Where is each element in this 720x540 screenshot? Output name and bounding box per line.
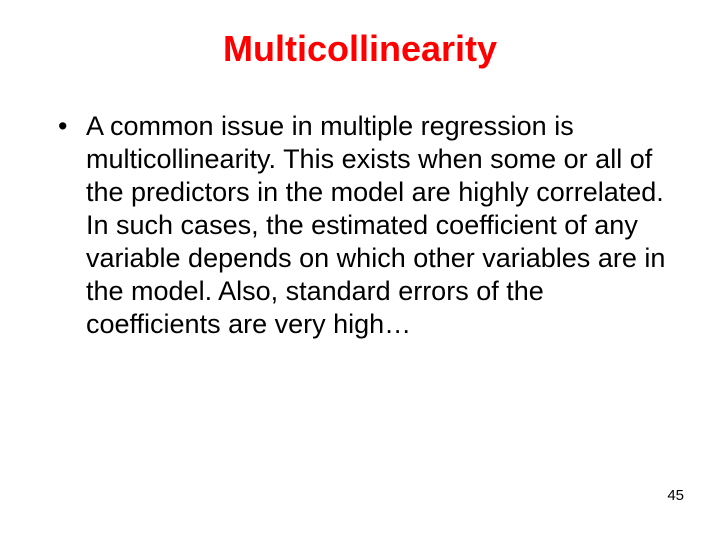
slide-container: Multicollinearity • A common issue in mu… xyxy=(0,0,720,540)
bullet-item: • A common issue in multiple regression … xyxy=(58,110,666,341)
bullet-text: A common issue in multiple regression is… xyxy=(86,111,665,339)
slide-title: Multicollinearity xyxy=(0,28,720,70)
bullet-list: • A common issue in multiple regression … xyxy=(58,110,666,341)
page-number: 45 xyxy=(667,487,684,504)
bullet-dot-icon: • xyxy=(58,110,67,143)
